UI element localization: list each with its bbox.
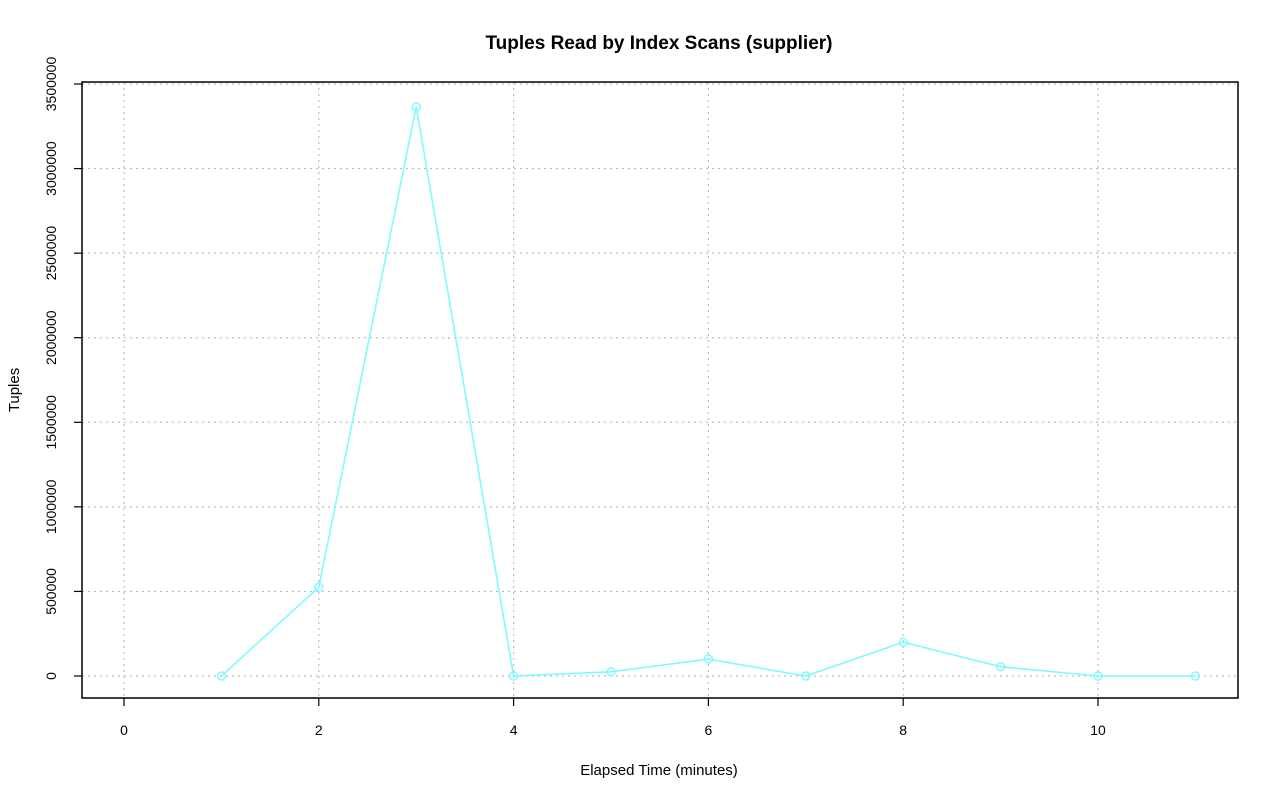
plot-frame (81, 81, 1239, 699)
x-axis-label: Elapsed Time (minutes) (580, 762, 738, 779)
chart-title: Tuples Read by Index Scans (supplier) (485, 33, 832, 54)
data-point (411, 102, 421, 112)
data-point (995, 661, 1006, 672)
data-point (314, 582, 324, 592)
data-point (508, 671, 519, 681)
series-line (220, 106, 1196, 677)
data-point (1093, 671, 1103, 681)
data-point (703, 654, 714, 664)
y-tick-label: 3000000 (43, 141, 59, 196)
x-tick-label: 4 (510, 722, 518, 738)
x-tick-label: 8 (899, 722, 907, 738)
data-point (606, 667, 616, 677)
y-tick-label: 2000000 (43, 310, 59, 365)
x-tick-label: 10 (1090, 722, 1106, 738)
x-tick-label: 2 (315, 722, 323, 738)
y-axis-label: Tuples (6, 368, 23, 412)
y-tick-label: 1000000 (43, 479, 59, 534)
data-point (801, 671, 811, 681)
data-point (216, 671, 227, 681)
y-tick-label: 1500000 (43, 395, 59, 450)
y-tick-label: 0 (43, 672, 59, 680)
y-tick-label: 3500000 (43, 57, 59, 112)
data-point (1190, 671, 1201, 681)
x-tick-label: 6 (705, 722, 713, 738)
grid-lines (82, 82, 1238, 698)
y-tick-labels: 0 500000 1000000 1500000 2000000 2500000 30000… (43, 57, 59, 680)
y-tick-label: 500000 (43, 568, 59, 615)
y-tick-label: 2500000 (43, 226, 59, 281)
axis-ticks (74, 83, 1099, 706)
x-tick-labels: 0 2 4 6 8 10 (120, 722, 1106, 738)
series (216, 102, 1201, 681)
data-point (898, 637, 908, 647)
x-tick-label: 0 (120, 722, 128, 738)
